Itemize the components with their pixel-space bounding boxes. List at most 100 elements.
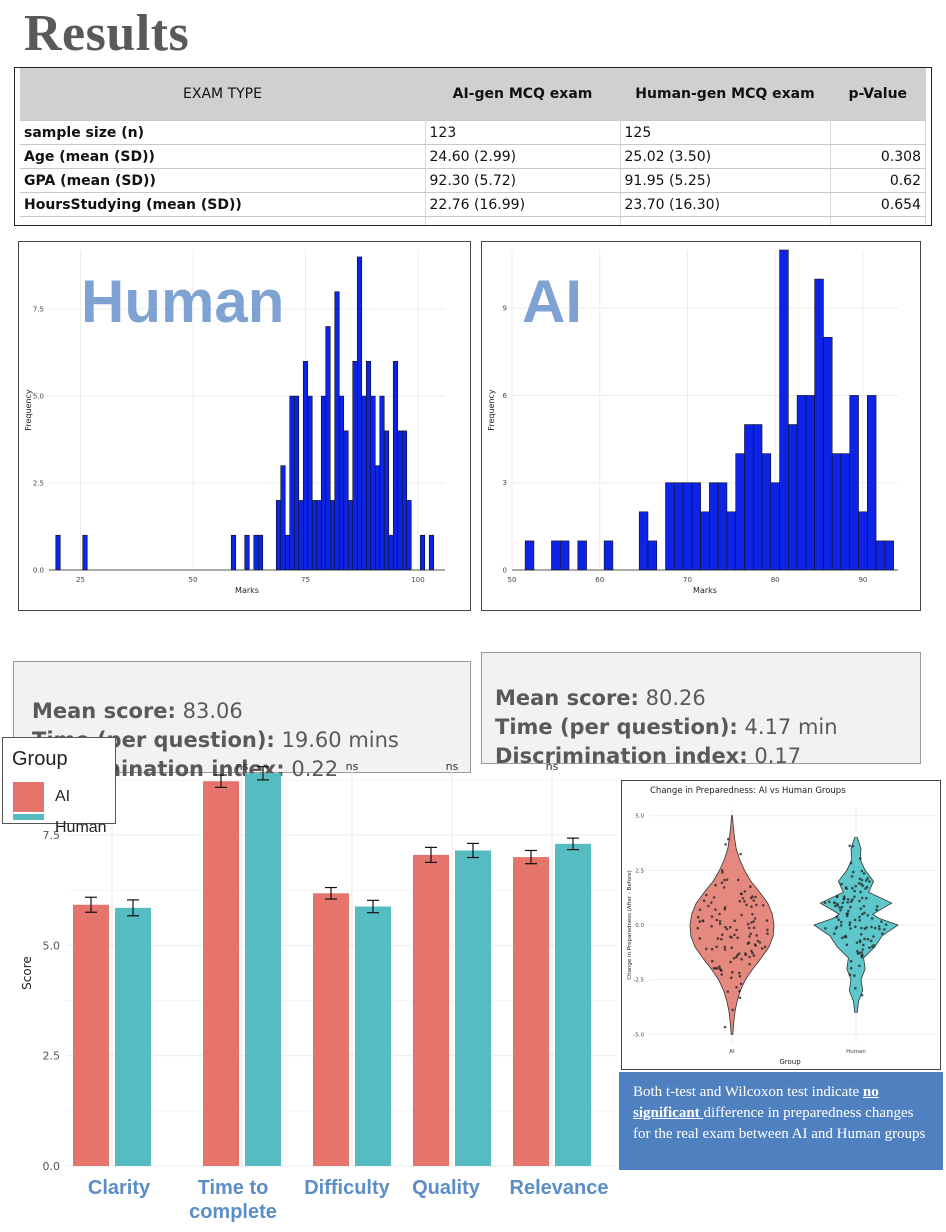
- histogram-bar: [788, 424, 798, 571]
- legend-swatch-human: [13, 814, 44, 820]
- header-p-value: p-Value: [830, 68, 926, 121]
- data-point: [698, 937, 702, 940]
- page-title: Results: [24, 5, 190, 62]
- violin-title: Change in Preparedness: AI vs Human Grou…: [650, 786, 846, 796]
- data-point: [846, 912, 849, 915]
- histogram-bar: [700, 511, 710, 571]
- data-point: [714, 967, 718, 970]
- data-point: [875, 905, 879, 908]
- category-label-quality: Quality: [412, 1177, 480, 1199]
- bar-human: [455, 850, 491, 1166]
- data-point: [853, 889, 856, 893]
- data-point: [837, 918, 840, 922]
- x-tick-label: 75: [301, 576, 310, 584]
- histogram-bar: [316, 500, 322, 571]
- histogram-bar: [284, 534, 291, 571]
- significance-label: ns: [346, 760, 359, 773]
- data-point: [733, 919, 736, 923]
- data-point: [746, 942, 750, 945]
- data-point: [716, 937, 720, 940]
- ai-histogram-title: AI: [522, 268, 582, 335]
- table-row: HoursStudying (mean (SD)) 22.76 (16.99) …: [20, 192, 926, 217]
- ai-stats-box: Mean score: 80.26 Time (per question): 4…: [481, 652, 921, 768]
- x-tick-label: 80: [771, 576, 780, 584]
- x-axis-title: Group: [779, 1058, 801, 1066]
- data-point: [840, 936, 844, 940]
- data-point: [878, 927, 881, 931]
- data-point: [735, 955, 738, 959]
- histogram-bar: [347, 500, 354, 571]
- demographics-table: EXAM TYPE AI-gen MCQ exam Human-gen MCQ …: [20, 68, 926, 225]
- data-point: [718, 920, 722, 923]
- histogram-bar: [717, 482, 728, 571]
- histogram-bar: [307, 395, 313, 571]
- data-point: [750, 921, 753, 924]
- data-point: [738, 899, 742, 903]
- data-point: [751, 895, 754, 898]
- histogram-bar: [779, 249, 789, 571]
- data-point: [725, 927, 729, 931]
- x-tick-label: Human: [846, 1049, 866, 1055]
- y-tick-label: 2.5: [635, 868, 644, 874]
- ai-histogram-panel: 50 60 70 80 90 0 3 6 9 Marks Frequency AI: [481, 241, 921, 611]
- data-point: [870, 925, 873, 929]
- data-point: [733, 933, 736, 937]
- data-point: [714, 883, 717, 887]
- data-point: [849, 966, 853, 970]
- histogram-bar: [298, 500, 304, 571]
- data-point: [698, 908, 702, 912]
- data-point: [863, 911, 866, 915]
- data-point: [723, 907, 727, 911]
- data-point: [858, 940, 862, 944]
- bar-ai: [73, 904, 109, 1166]
- y-tick-label: 7.5: [33, 306, 44, 314]
- data-point: [862, 904, 866, 908]
- data-point: [724, 843, 727, 846]
- ai-value: 92.30 (5.72): [425, 168, 621, 193]
- data-point: [835, 915, 839, 919]
- data-point: [868, 946, 871, 949]
- histogram-bar: [365, 361, 372, 571]
- header-exam-type: EXAM TYPE: [20, 68, 425, 121]
- data-point: [848, 973, 852, 976]
- data-point: [723, 948, 727, 951]
- histogram-bar: [280, 465, 286, 571]
- histogram-bar: [673, 482, 684, 571]
- ai-discrimination-index: Discrimination index: 0.17: [495, 744, 802, 768]
- data-point: [751, 951, 754, 955]
- data-point: [743, 900, 746, 903]
- data-point: [740, 913, 743, 917]
- histogram-bar: [735, 453, 745, 571]
- histogram-bar: [338, 395, 345, 571]
- data-point: [712, 896, 716, 899]
- y-axis-title: Score: [20, 956, 34, 990]
- data-point: [835, 925, 839, 929]
- data-point: [845, 914, 849, 918]
- data-point: [749, 885, 752, 888]
- histogram-bar: [352, 361, 358, 571]
- data-point: [741, 897, 745, 900]
- human-histogram-panel: 25 50 75 100 0.0 2.5 5.0 7.5 Marks Frequency Huma…: [18, 241, 471, 611]
- histogram-bar: [334, 291, 340, 571]
- y-tick-label: 9: [503, 305, 507, 313]
- histogram-bar: [726, 511, 737, 571]
- histogram-bar: [419, 534, 426, 571]
- data-point: [859, 890, 862, 894]
- histogram-bar: [356, 256, 363, 571]
- y-tick-label: 0.0: [43, 1160, 61, 1172]
- histogram-bar: [559, 540, 570, 571]
- data-point: [856, 952, 860, 955]
- histogram-bar: [647, 540, 658, 571]
- histogram-bar: [638, 511, 649, 571]
- data-point: [721, 871, 724, 874]
- category-label-relevance: Relevance: [509, 1177, 609, 1199]
- y-axis-title: Frequency: [487, 389, 496, 431]
- data-point: [752, 926, 756, 930]
- p-value: 0.308: [830, 144, 926, 169]
- y-tick-label: 5.0: [33, 393, 44, 401]
- data-point: [834, 904, 837, 908]
- conclusion-note: Both t-test and Wilcoxon test indicate n…: [619, 1072, 943, 1170]
- y-tick-label: 6: [503, 392, 508, 400]
- data-point: [760, 947, 764, 950]
- data-point: [858, 877, 862, 881]
